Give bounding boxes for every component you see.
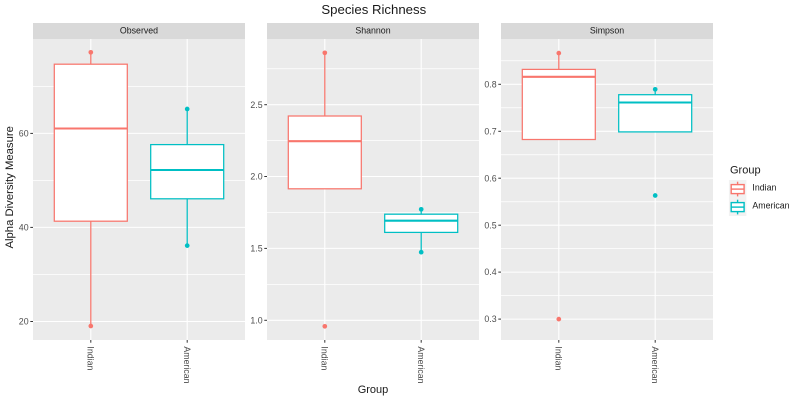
svg-text:60: 60 — [19, 129, 29, 139]
svg-text:0.6: 0.6 — [484, 173, 496, 183]
svg-text:0.3: 0.3 — [484, 314, 496, 324]
svg-text:2.5: 2.5 — [250, 100, 262, 110]
svg-text:Species Richness: Species Richness — [321, 2, 426, 17]
svg-text:Indian: Indian — [554, 346, 564, 370]
svg-text:Indian: Indian — [86, 346, 96, 370]
svg-text:Observed: Observed — [120, 26, 158, 36]
svg-text:Indian: Indian — [752, 183, 776, 193]
svg-text:Simpson: Simpson — [590, 26, 624, 36]
svg-text:American: American — [650, 346, 660, 383]
svg-text:Shannon: Shannon — [355, 26, 390, 36]
svg-text:Alpha Diversity Measure: Alpha Diversity Measure — [4, 126, 16, 248]
svg-text:20: 20 — [19, 317, 29, 327]
svg-text:Indian: Indian — [320, 346, 330, 370]
svg-text:1.0: 1.0 — [250, 315, 262, 325]
svg-text:Group: Group — [358, 384, 389, 396]
svg-text:0.4: 0.4 — [484, 267, 496, 277]
svg-text:American: American — [752, 201, 789, 211]
svg-text:0.8: 0.8 — [484, 79, 496, 89]
svg-text:0.7: 0.7 — [484, 126, 496, 136]
svg-text:0.5: 0.5 — [484, 220, 496, 230]
svg-text:American: American — [182, 346, 192, 383]
svg-text:2.0: 2.0 — [250, 172, 262, 182]
svg-text:American: American — [416, 346, 426, 383]
svg-text:40: 40 — [19, 223, 29, 233]
svg-text:1.5: 1.5 — [250, 244, 262, 254]
svg-text:Group: Group — [730, 164, 761, 176]
